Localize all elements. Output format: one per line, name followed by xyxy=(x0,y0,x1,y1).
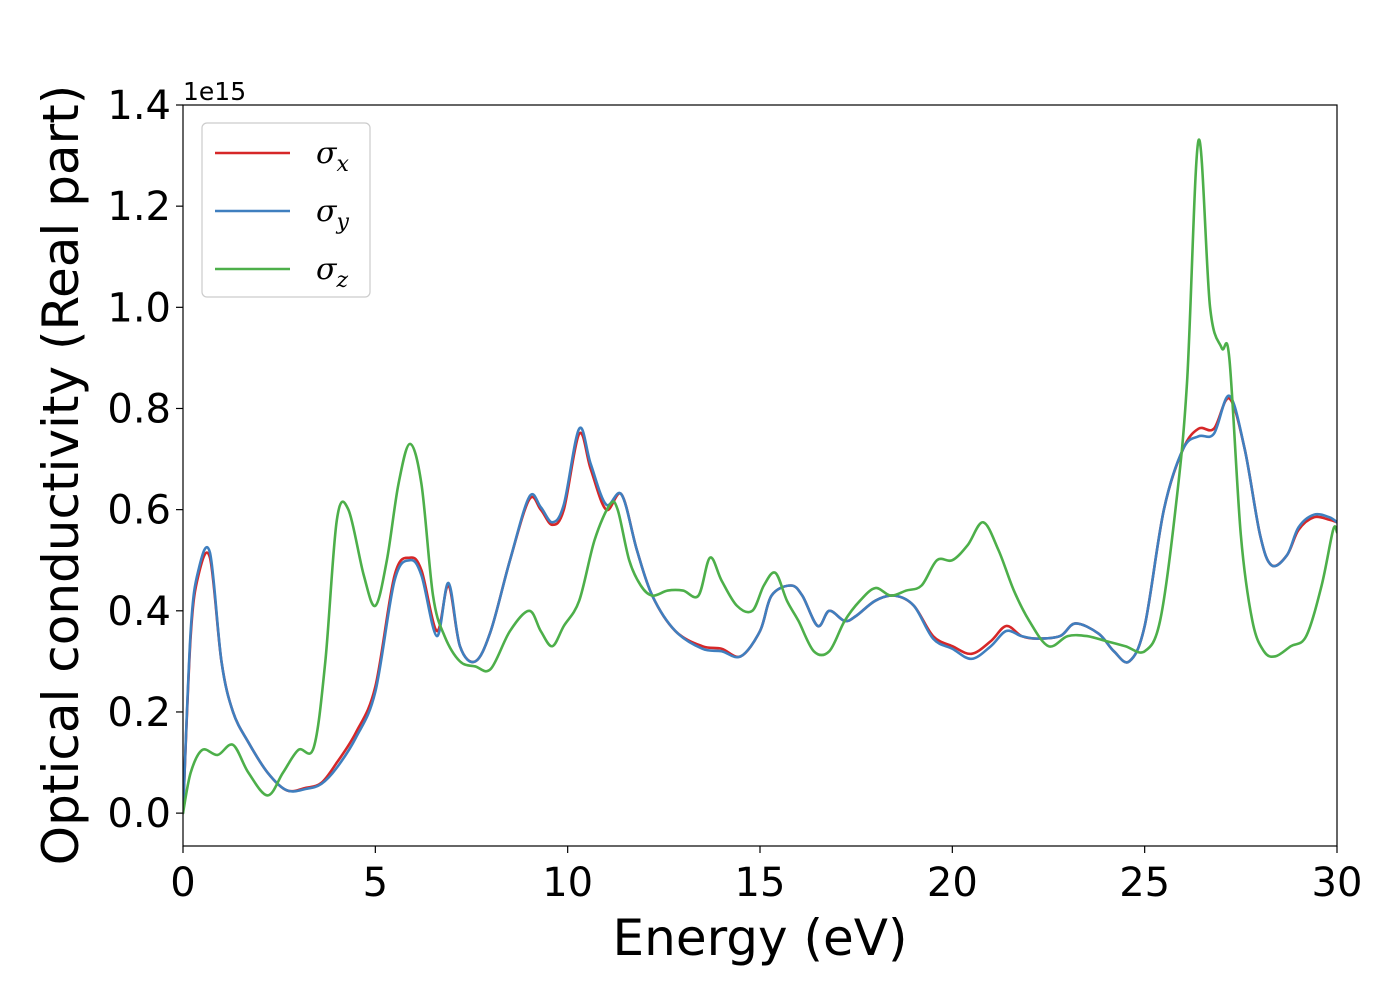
x-tick-label: 25 xyxy=(1119,860,1170,906)
y-tick-label: 1.0 xyxy=(107,285,171,331)
series-line-z xyxy=(183,138,1337,815)
legend-label-subscript: y xyxy=(335,210,349,235)
legend-entry-x: σx xyxy=(215,136,349,177)
y-tick-label: 0.0 xyxy=(107,791,171,837)
x-tick-label: 10 xyxy=(542,860,593,906)
legend-entry-y: σy xyxy=(215,194,349,235)
legend-label-base: σ xyxy=(316,252,338,287)
x-tick-label: 0 xyxy=(170,860,195,906)
y-tick-label: 0.6 xyxy=(107,488,171,534)
legend-label-subscript: x xyxy=(336,152,349,177)
series-line-y xyxy=(183,394,1337,815)
y-axis-label: Optical conductivity (Real part) xyxy=(32,85,90,866)
series-layer xyxy=(183,138,1337,815)
x-tick-label: 5 xyxy=(363,860,388,906)
legend-entry-z: σz xyxy=(215,252,348,293)
x-tick-label: 30 xyxy=(1312,860,1363,906)
legend-label-y: σy xyxy=(316,194,349,235)
x-tick-label: 20 xyxy=(927,860,978,906)
y-axis-ticks: 0.0 0.2 0.4 0.6 0.8 1.0 1.2 1.4 xyxy=(107,83,183,837)
y-tick-label: 1.4 xyxy=(107,83,171,129)
y-tick-label: 0.4 xyxy=(107,589,171,635)
x-tick-label: 15 xyxy=(735,860,786,906)
legend-label-x: σx xyxy=(316,136,349,177)
legend-label-subscript: z xyxy=(335,268,348,293)
legend-label-base: σ xyxy=(316,136,338,171)
y-tick-label: 1.2 xyxy=(107,184,171,230)
x-axis-label: Energy (eV) xyxy=(613,909,908,967)
x-axis-ticks: 0 5 10 15 20 25 30 xyxy=(170,846,1362,906)
legend-label-base: σ xyxy=(316,194,338,229)
y-offset-label: 1e15 xyxy=(183,77,246,106)
legend-label-z: σz xyxy=(316,252,348,293)
y-tick-label: 0.8 xyxy=(107,386,171,432)
y-tick-label: 0.2 xyxy=(107,690,171,736)
